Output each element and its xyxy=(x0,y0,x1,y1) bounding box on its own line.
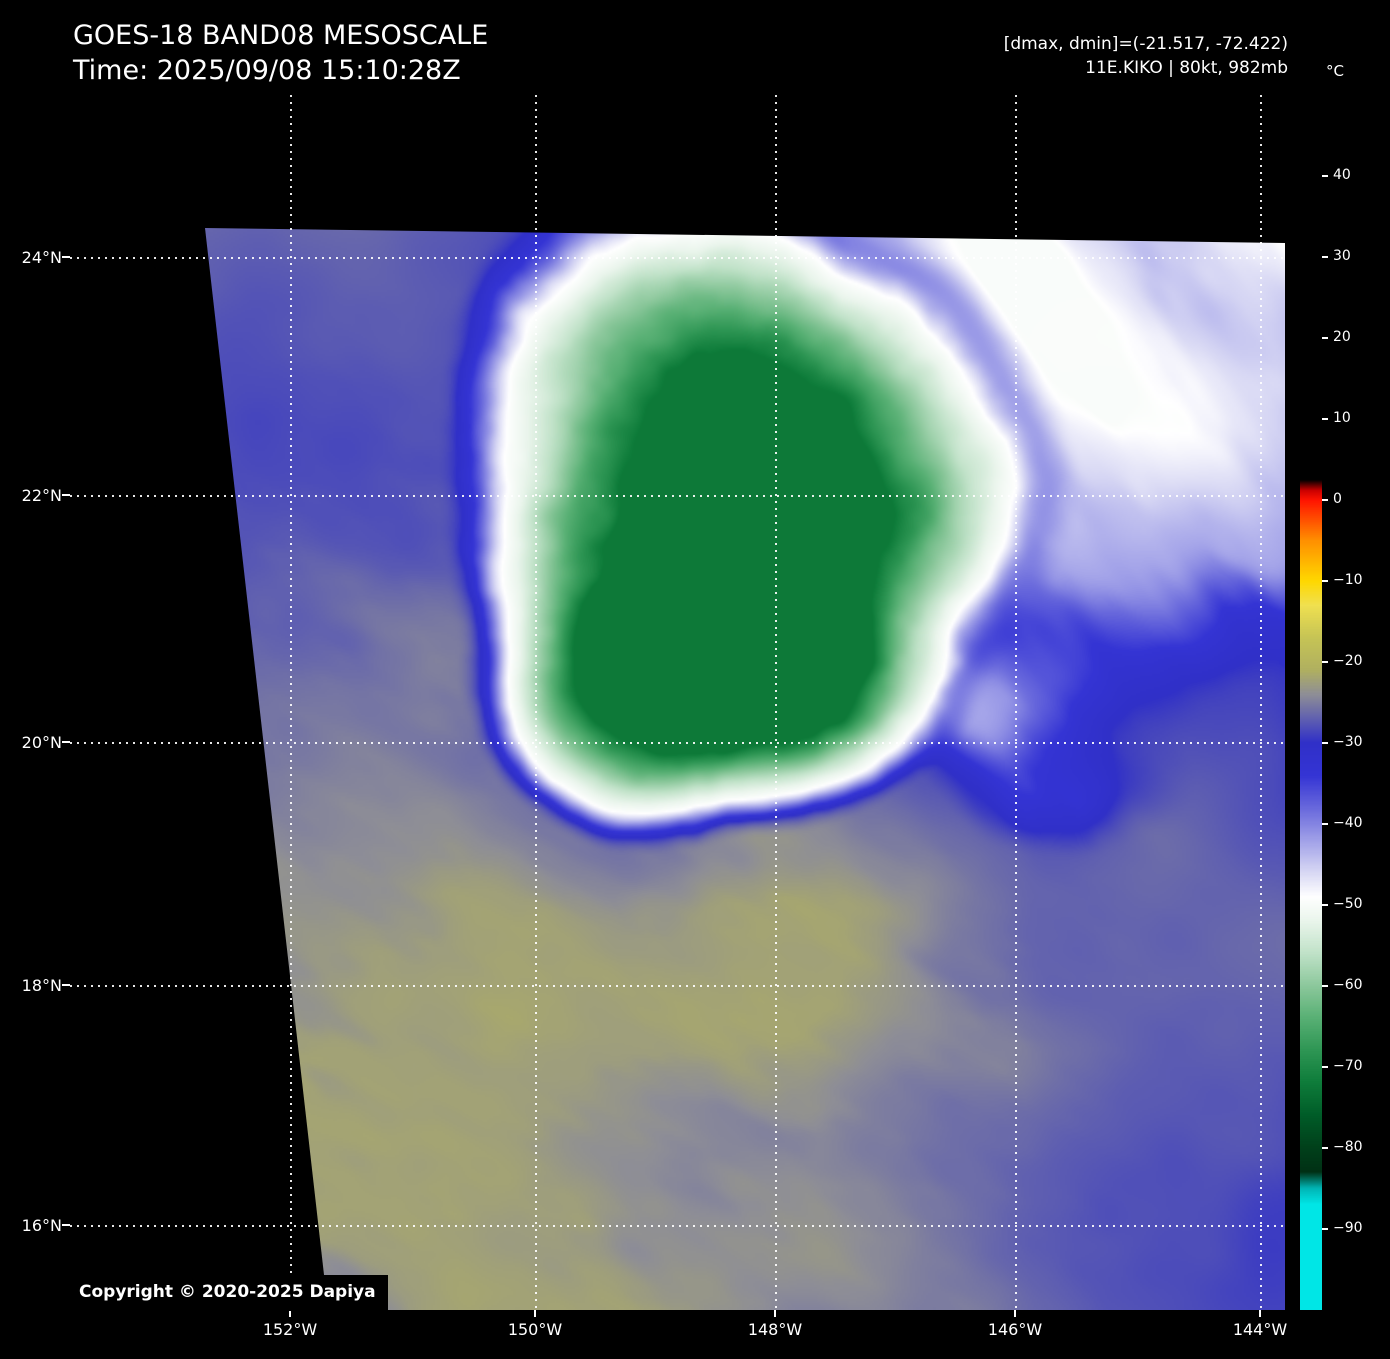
info-block: [dmax, dmin]=(-21.517, -72.422) 11E.KIKO… xyxy=(1004,32,1288,80)
gridline-vertical xyxy=(290,95,292,1310)
colorbar-tick xyxy=(1322,337,1328,339)
lon-label: 146°W xyxy=(987,1320,1043,1339)
lat-tick xyxy=(62,1224,70,1226)
gridline-horizontal xyxy=(70,495,1285,497)
lon-label: 150°W xyxy=(507,1320,563,1339)
colorbar-tick xyxy=(1322,1228,1328,1230)
lon-label: 152°W xyxy=(262,1320,318,1339)
colorbar-tick xyxy=(1322,418,1328,420)
colorbar-tick xyxy=(1322,580,1328,582)
lon-label: 148°W xyxy=(747,1320,803,1339)
colorbar-tick-label: 20 xyxy=(1333,329,1351,345)
colorbar-tick xyxy=(1322,904,1328,906)
colorbar-tick-label: 10 xyxy=(1333,410,1351,426)
lat-label: 22°N xyxy=(21,486,62,505)
colorbar: 40 30 20 10 0 −10 −20 −30 −40 −50 −60 −7… xyxy=(1300,95,1363,1310)
colorbar-tick xyxy=(1322,1066,1328,1068)
lon-tick xyxy=(1014,1310,1016,1317)
gridline-vertical xyxy=(1260,95,1262,1310)
colorbar-tick xyxy=(1322,175,1328,177)
lat-label: 18°N xyxy=(21,976,62,995)
lon-label: 144°W xyxy=(1232,1320,1288,1339)
lat-tick xyxy=(62,984,70,986)
colorbar-tick-label: 0 xyxy=(1333,491,1342,507)
colorbar-tick-label: −90 xyxy=(1333,1220,1363,1236)
colorbar-tick-label: −30 xyxy=(1333,734,1363,750)
gridline-horizontal xyxy=(70,257,1285,259)
colorbar-tick-label: −60 xyxy=(1333,977,1363,993)
lon-tick xyxy=(289,1310,291,1317)
satellite-map xyxy=(70,95,1285,1310)
colorbar-tick xyxy=(1322,256,1328,258)
gridline-horizontal xyxy=(70,1225,1285,1227)
figure-timestamp: Time: 2025/09/08 15:10:28Z xyxy=(73,55,461,86)
colorbar-tick-label: 40 xyxy=(1333,167,1351,183)
header-block: GOES-18 BAND08 MESOSCALE Time: 2025/09/0… xyxy=(73,18,488,88)
lon-tick xyxy=(534,1310,536,1317)
colorbar-tick xyxy=(1322,742,1328,744)
lon-tick xyxy=(1259,1310,1261,1317)
figure-title: GOES-18 BAND08 MESOSCALE xyxy=(73,20,489,51)
storm-info: 11E.KIKO | 80kt, 982mb xyxy=(1085,58,1288,78)
gridline-vertical xyxy=(535,95,537,1310)
lat-label: 16°N xyxy=(21,1216,62,1235)
colorbar-tick xyxy=(1322,985,1328,987)
colorbar-gradient xyxy=(1300,95,1322,1310)
colorbar-tick xyxy=(1322,661,1328,663)
colorbar-tick-label: −80 xyxy=(1333,1139,1363,1155)
data-range-info: [dmax, dmin]=(-21.517, -72.422) xyxy=(1003,34,1288,54)
colorbar-tick xyxy=(1322,499,1328,501)
gridline-horizontal xyxy=(70,742,1285,744)
lat-tick xyxy=(62,494,70,496)
colorbar-tick-label: −10 xyxy=(1333,572,1363,588)
lon-tick xyxy=(774,1310,776,1317)
colorbar-tick-label: −70 xyxy=(1333,1058,1363,1074)
copyright-badge: Copyright © 2020-2025 Dapiya xyxy=(70,1275,388,1311)
gridline-vertical xyxy=(775,95,777,1310)
lat-tick xyxy=(62,256,70,258)
colorbar-tick xyxy=(1322,1147,1328,1149)
colorbar-tick xyxy=(1322,823,1328,825)
colorbar-tick-label: −40 xyxy=(1333,815,1363,831)
scan-edge-mask-top xyxy=(70,95,1285,243)
colorbar-tick-label: −50 xyxy=(1333,896,1363,912)
lat-label: 24°N xyxy=(21,248,62,267)
lat-label: 20°N xyxy=(21,733,62,752)
gridline-vertical xyxy=(1015,95,1017,1310)
colorbar-tick-label: 30 xyxy=(1333,248,1351,264)
colorbar-tick-label: −20 xyxy=(1333,653,1363,669)
lat-tick xyxy=(62,741,70,743)
gridline-horizontal xyxy=(70,985,1285,987)
colorbar-unit: °C xyxy=(1326,62,1344,80)
